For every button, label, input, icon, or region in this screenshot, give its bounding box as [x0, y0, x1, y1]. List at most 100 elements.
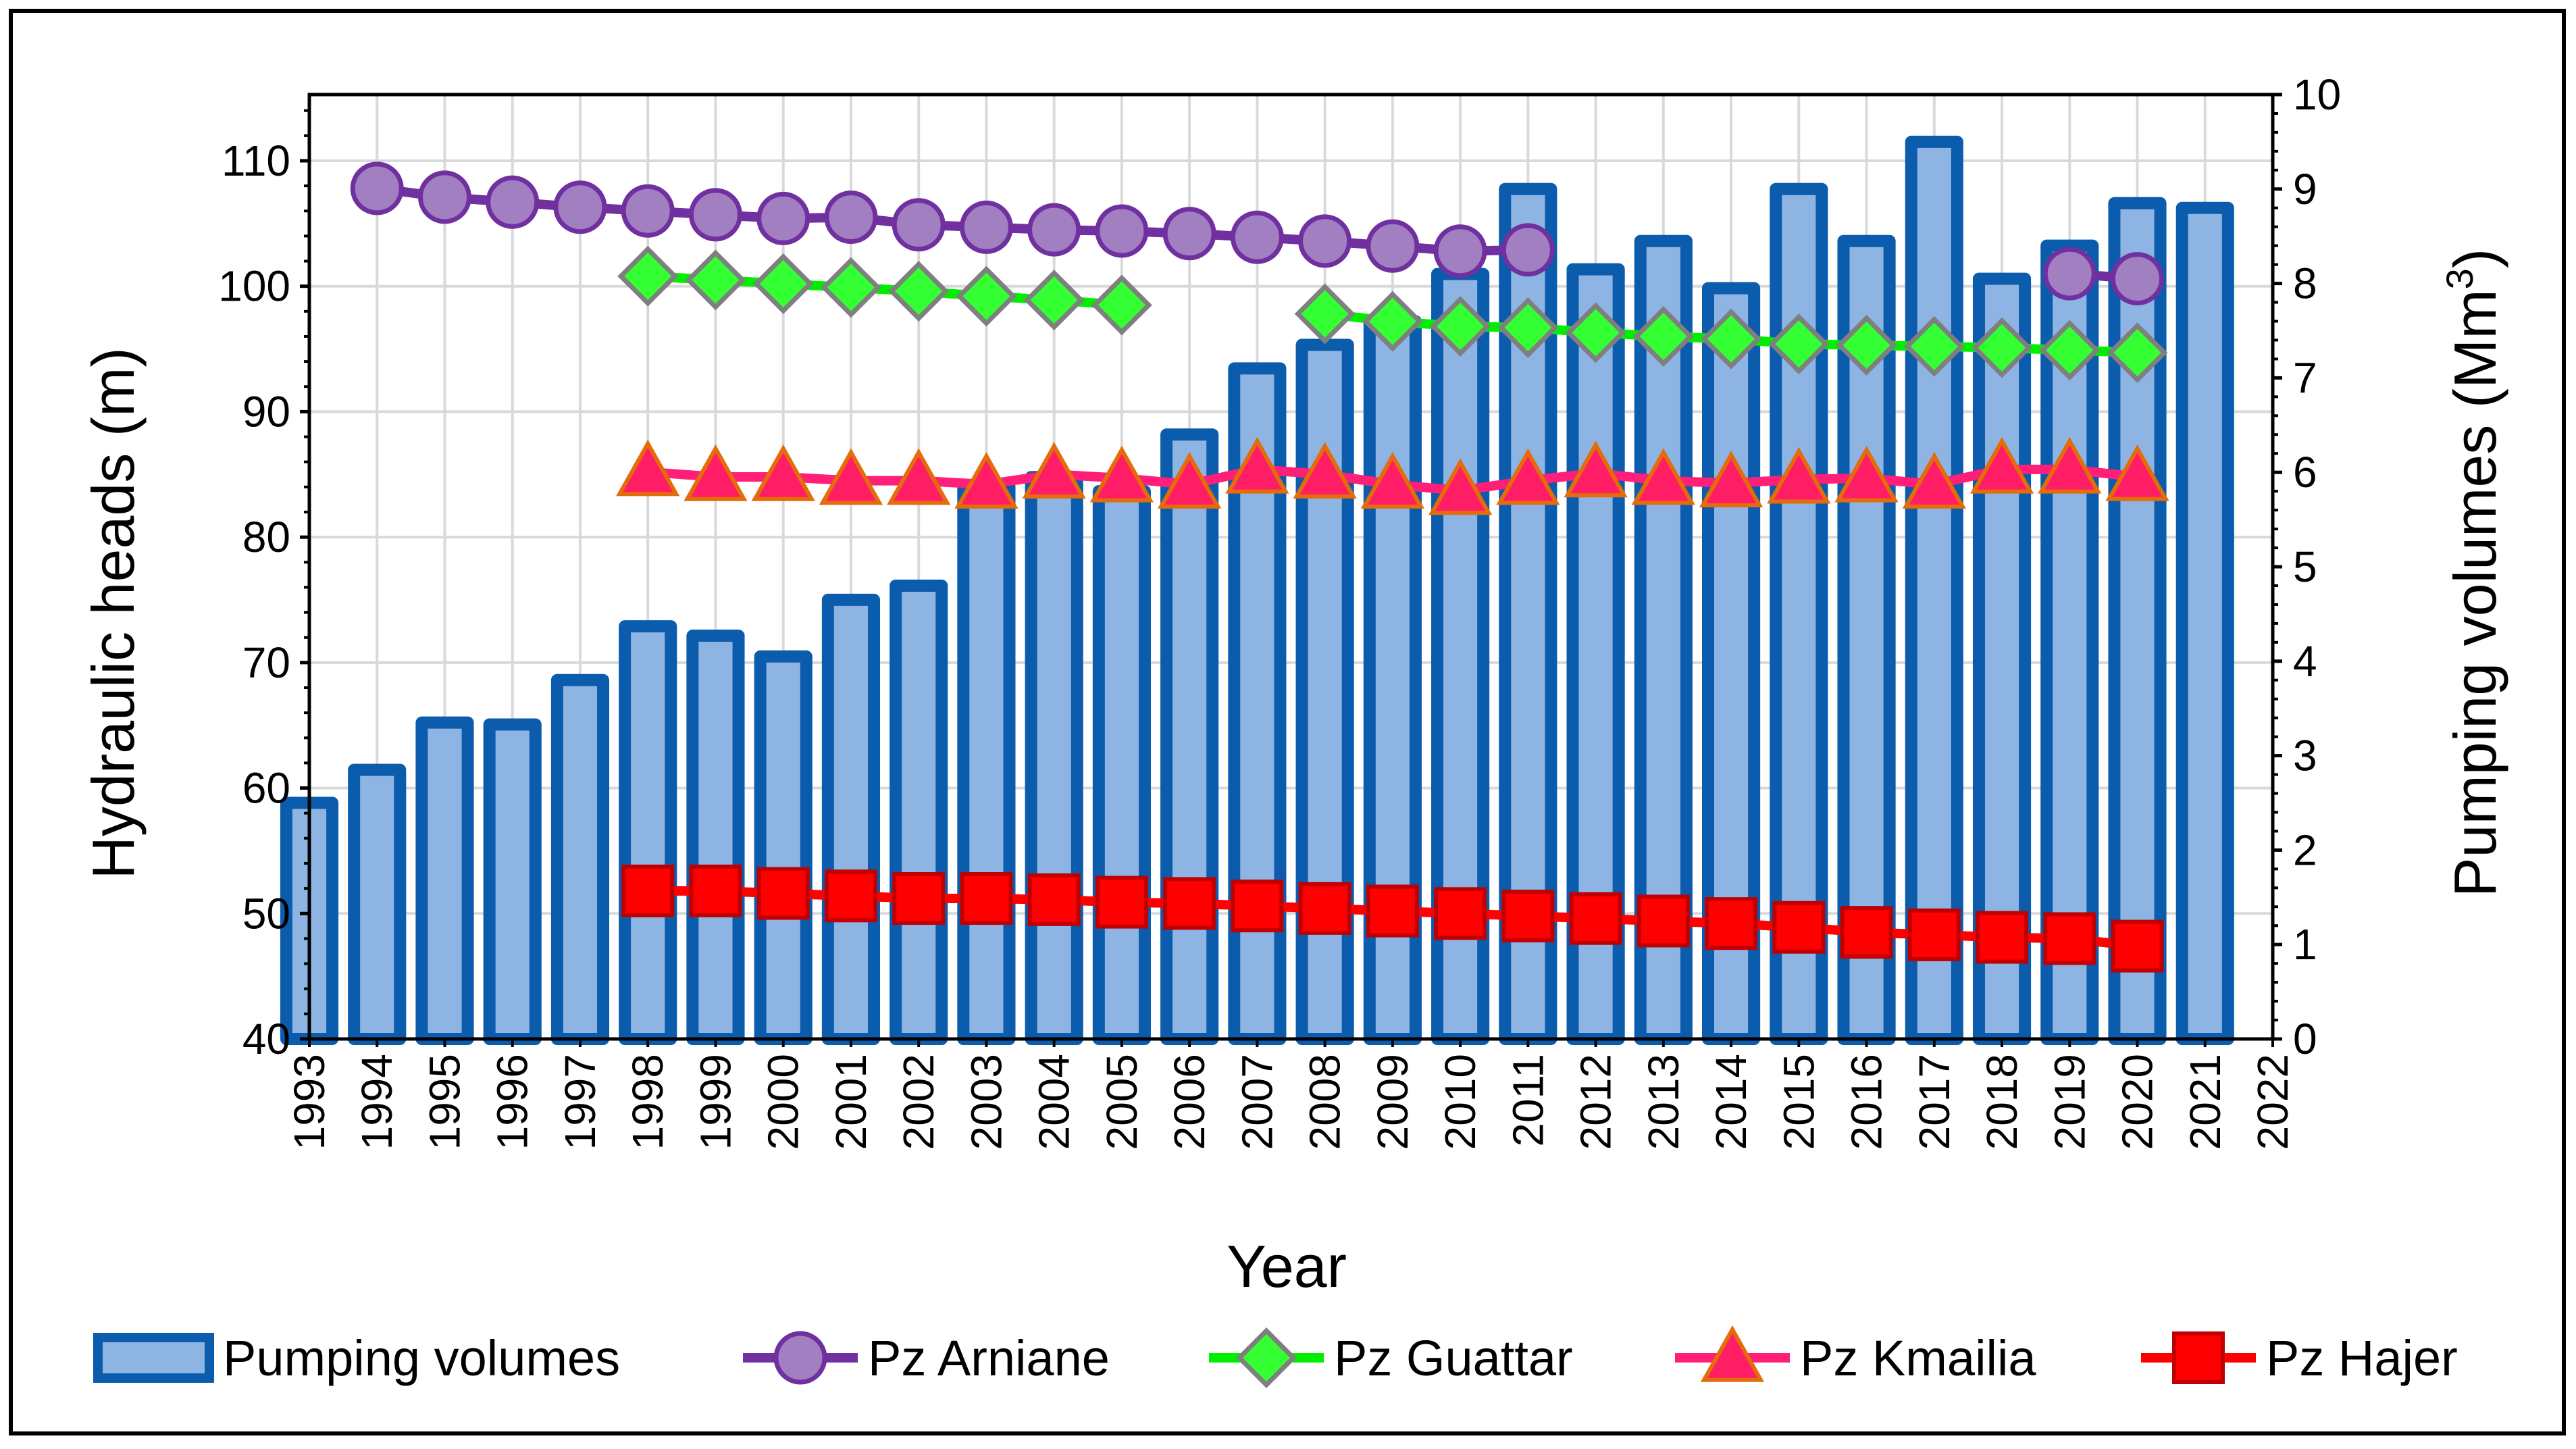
- point-pz-arniane: [417, 170, 471, 224]
- bar-pumping-volume: [890, 579, 948, 1045]
- x-tick-label: 2021: [2181, 1054, 2230, 1150]
- bar-pumping-volume: [619, 620, 677, 1045]
- point-pz-kmailia: [1631, 448, 1695, 505]
- point-pz-arniane: [2042, 247, 2096, 301]
- point-pz-hajer: [1637, 894, 1690, 948]
- point-pz-hajer: [1163, 877, 1216, 930]
- bar-pumping-volume: [754, 650, 813, 1045]
- point-pz-kmailia: [2038, 436, 2102, 494]
- x-tick-label: 2015: [1774, 1054, 1823, 1150]
- point-pz-guattar: [1294, 283, 1356, 345]
- x-tick-label: 1999: [691, 1054, 740, 1150]
- point-pz-arniane: [1162, 207, 1216, 261]
- bar-pumping-volume: [2175, 201, 2234, 1045]
- x-tick-label: 2016: [1843, 1054, 1891, 1150]
- point-pz-arniane: [1501, 223, 1555, 277]
- point-pz-arniane: [1366, 219, 1420, 273]
- legend-marker-pz-hajer: [2172, 1331, 2225, 1384]
- y-right-tick-label: 7: [2293, 353, 2317, 402]
- x-tick-label: 2011: [1503, 1054, 1552, 1147]
- y-right-tick-label: 10: [2293, 70, 2341, 119]
- point-pz-kmailia: [1022, 442, 1086, 499]
- point-pz-arniane: [1027, 203, 1081, 257]
- y-right-tick-label: 0: [2293, 1015, 2317, 1063]
- point-pz-arniane: [2111, 252, 2165, 306]
- bar-pumping-volume: [821, 593, 881, 1045]
- point-pz-kmailia: [2105, 444, 2169, 501]
- x-tick-label: 1993: [285, 1054, 334, 1150]
- x-tick-label: 1995: [420, 1054, 469, 1150]
- y-axis-right-title-sup: 3: [2438, 268, 2481, 289]
- y-right-tick-label: 5: [2293, 542, 2317, 591]
- y-axis-left-title: Hydraulic heads (m): [80, 347, 147, 879]
- point-pz-guattar: [1362, 290, 1423, 352]
- y-left-tick-label: 90: [242, 387, 290, 436]
- point-pz-guattar: [888, 261, 950, 322]
- series-layer: [350, 161, 2169, 973]
- point-pz-kmailia: [1767, 447, 1831, 504]
- y-axis-right-title: Pumping volumes (Mm3): [2438, 249, 2508, 897]
- bar-pumping-volume: [550, 673, 610, 1045]
- point-pz-guattar: [956, 265, 1017, 327]
- point-pz-guattar: [1565, 302, 1626, 363]
- point-pz-arniane: [486, 175, 540, 229]
- x-axis-title: Year: [1227, 1233, 1347, 1300]
- y-right-tick-label: 6: [2293, 448, 2317, 497]
- point-pz-kmailia: [751, 444, 815, 501]
- point-pz-arniane: [959, 200, 1013, 254]
- bar-pumping-volume: [1092, 485, 1151, 1045]
- legend-label-pz-hajer: Pz Hajer: [2266, 1330, 2458, 1386]
- x-tick-label: 2010: [1436, 1054, 1485, 1150]
- point-pz-kmailia: [1969, 436, 2034, 494]
- point-pz-arniane: [1230, 210, 1284, 264]
- x-tick-label: 2004: [1030, 1054, 1079, 1150]
- point-pz-guattar: [617, 245, 679, 307]
- point-pz-guattar: [1768, 313, 1830, 375]
- point-pz-kmailia: [1834, 445, 1899, 503]
- bar-pumping-volume: [1905, 135, 1963, 1045]
- x-tick-label: 2022: [2248, 1054, 2297, 1150]
- point-pz-kmailia: [684, 444, 748, 501]
- point-pz-arniane: [688, 188, 742, 242]
- point-pz-hajer: [1298, 882, 1351, 935]
- point-pz-kmailia: [1496, 448, 1560, 505]
- point-pz-guattar: [752, 253, 814, 314]
- point-pz-arniane: [1298, 214, 1352, 268]
- point-pz-kmailia: [1158, 452, 1222, 509]
- point-pz-arniane: [756, 191, 810, 245]
- x-tick-label: 2003: [962, 1054, 1010, 1150]
- y-right-tick-label: 2: [2293, 825, 2317, 874]
- point-pz-arniane: [892, 198, 946, 252]
- legend-label-pz-arniane: Pz Arniane: [868, 1330, 1110, 1386]
- point-pz-hajer: [1027, 873, 1081, 926]
- point-pz-arniane: [350, 161, 404, 215]
- point-pz-guattar: [1972, 317, 2032, 378]
- y-axis-right-title-close: ): [2442, 249, 2508, 268]
- point-pz-hajer: [892, 872, 946, 925]
- x-tick-label: 2012: [1572, 1054, 1620, 1150]
- y-left-tick-label: 40: [242, 1015, 290, 1063]
- bar-pumping-volume: [1160, 428, 1219, 1045]
- y-left-tick-label: 60: [242, 764, 290, 813]
- point-pz-hajer: [1907, 908, 1961, 961]
- x-tick-label: 2008: [1301, 1054, 1349, 1150]
- y-right-tick-label: 9: [2293, 165, 2317, 213]
- point-pz-hajer: [1434, 887, 1487, 940]
- point-pz-arniane: [553, 180, 607, 234]
- x-tick-label: 2001: [827, 1054, 875, 1150]
- point-pz-arniane: [621, 184, 675, 238]
- y-left-tick-label: 100: [218, 262, 290, 311]
- y-right-tick-label: 8: [2293, 259, 2317, 308]
- x-tick-label: 1996: [488, 1054, 537, 1150]
- x-tick-label: 2005: [1098, 1054, 1146, 1150]
- bar-pumping-volume: [483, 718, 542, 1045]
- x-tick-label: 2020: [2113, 1054, 2162, 1150]
- point-pz-arniane: [1095, 204, 1149, 258]
- point-pz-hajer: [1095, 875, 1148, 929]
- point-pz-hajer: [2043, 912, 2096, 965]
- point-pz-kmailia: [887, 448, 951, 505]
- bar-pumping-volume: [957, 480, 1016, 1045]
- point-pz-hajer: [1366, 884, 1419, 938]
- x-tick-label: 1994: [353, 1054, 401, 1150]
